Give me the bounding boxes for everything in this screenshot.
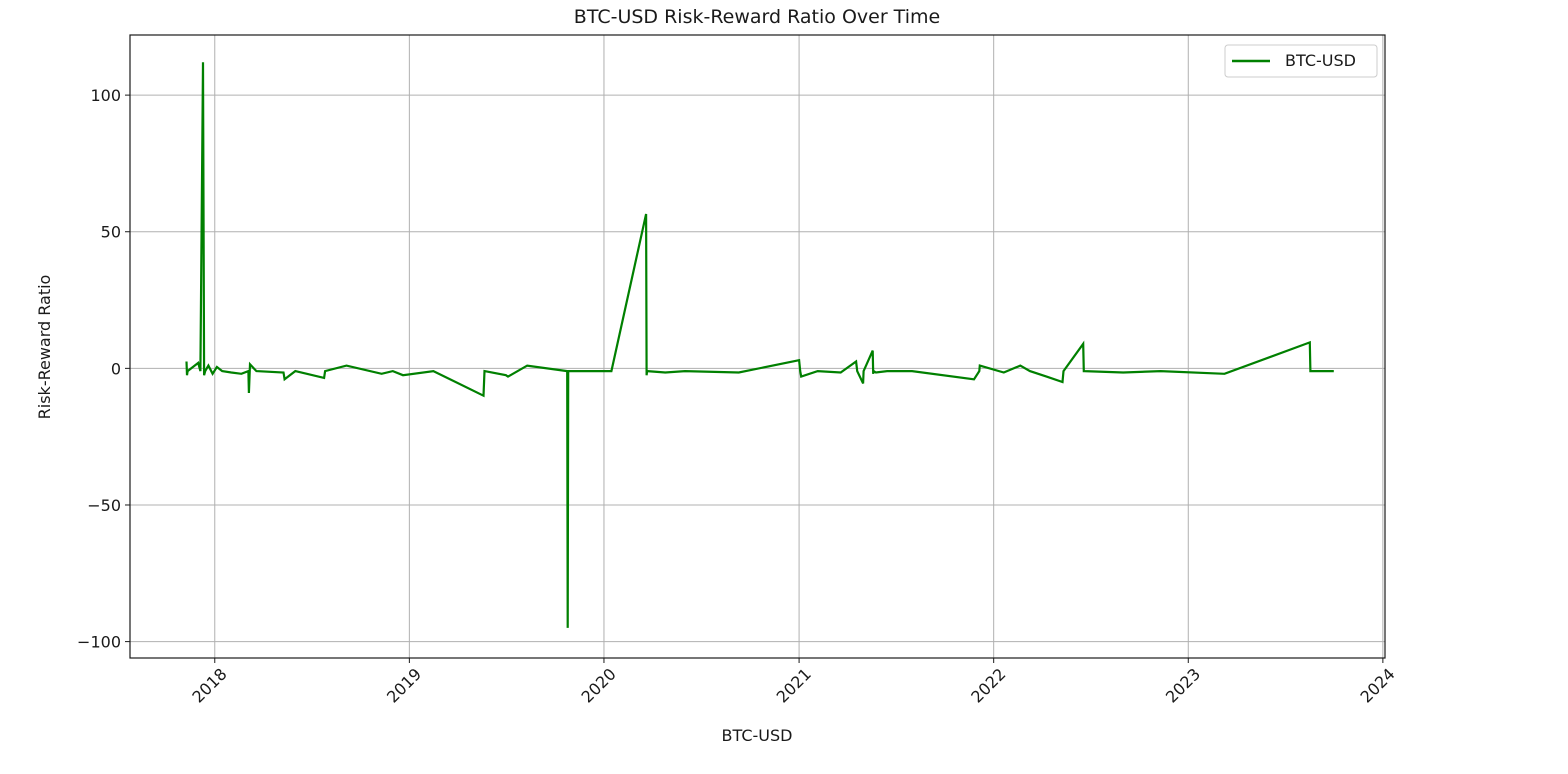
legend-box	[1224, 44, 1378, 78]
y-tick-label: 100	[90, 86, 121, 105]
legend-label-btc-usd: BTC-USD	[1285, 51, 1356, 70]
y-tick-label: 0	[111, 359, 121, 378]
legend: BTC-USD	[1224, 44, 1378, 78]
chart-title: BTC-USD Risk-Reward Ratio Over Time	[574, 6, 940, 28]
x-axis-title: BTC-USD	[722, 726, 793, 745]
y-axis-ticks: 100 50 0 −50 −100	[77, 86, 130, 652]
series-lines	[185, 62, 1334, 628]
plot-area-frame	[129, 34, 1386, 659]
series-line-btc-usd	[185, 62, 1334, 628]
y-axis-title: Risk-Reward Ratio	[35, 275, 54, 420]
y-tick-label: −50	[87, 496, 121, 515]
y-tick-label: −100	[77, 633, 121, 652]
y-tick-label: 50	[101, 223, 121, 242]
